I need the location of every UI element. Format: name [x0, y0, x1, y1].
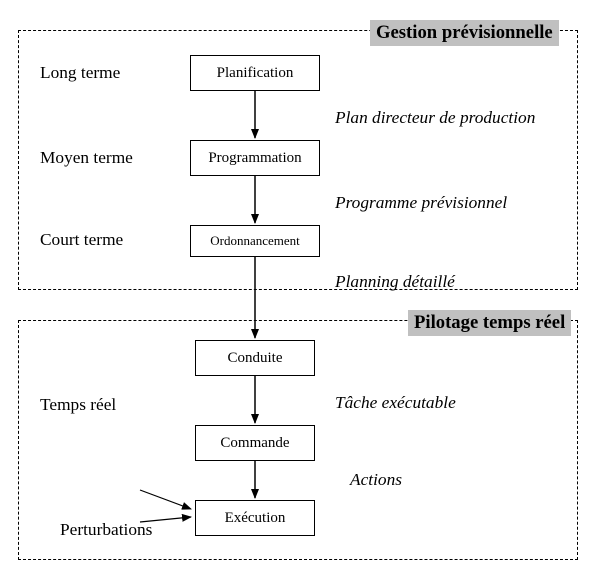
- label-perturbations: Perturbations: [60, 520, 152, 540]
- section-lower-title: Pilotage temps réel: [408, 310, 571, 336]
- label-actions: Actions: [350, 470, 402, 490]
- label-temps-reel: Temps réel: [40, 395, 116, 415]
- label-planning: Planning détaillé: [335, 272, 455, 292]
- node-commande: Commande: [195, 425, 315, 461]
- section-upper-title: Gestion prévisionnelle: [370, 20, 559, 46]
- label-programme-prev: Programme prévisionnel: [335, 193, 507, 213]
- node-conduite: Conduite: [195, 340, 315, 376]
- label-plan-directeur: Plan directeur de production: [335, 108, 535, 128]
- label-tache: Tâche exécutable: [335, 393, 456, 413]
- node-programmation: Programmation: [190, 140, 320, 176]
- node-ordonnancement: Ordonnancement: [190, 225, 320, 257]
- label-court-terme: Court terme: [40, 230, 123, 250]
- label-long-terme: Long terme: [40, 63, 120, 83]
- node-planification: Planification: [190, 55, 320, 91]
- diagram-canvas: Gestion prévisionnelle Pilotage temps ré…: [0, 0, 594, 570]
- node-execution: Exécution: [195, 500, 315, 536]
- label-moyen-terme: Moyen terme: [40, 148, 133, 168]
